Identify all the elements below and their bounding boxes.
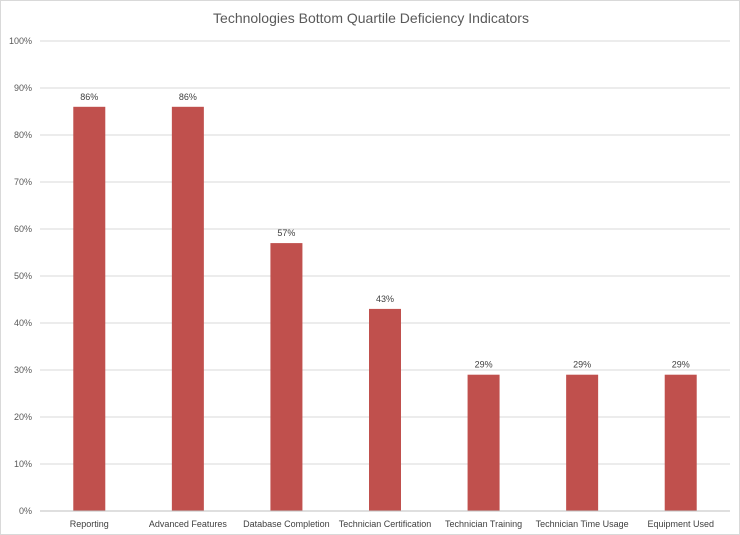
data-label: 57%: [277, 228, 295, 238]
data-label: 29%: [475, 360, 493, 370]
data-label: 29%: [672, 360, 690, 370]
category-labels: Reporting Advanced Features Database Compl…: [70, 519, 714, 529]
bar: [171, 106, 204, 512]
bar: [664, 374, 697, 511]
data-label: 86%: [179, 92, 197, 102]
y-tick-label: 50%: [14, 271, 32, 281]
bar: [270, 243, 303, 511]
y-tick-label: 0%: [19, 506, 32, 516]
bars: [73, 106, 697, 512]
gridlines: [40, 40, 730, 465]
y-tick-label: 10%: [14, 459, 32, 469]
category-label: Technician Time Usage: [536, 519, 629, 529]
data-label: 86%: [80, 92, 98, 102]
data-label: 43%: [376, 294, 394, 304]
bar: [467, 374, 500, 511]
category-label: Reporting: [70, 519, 109, 529]
y-tick-label: 70%: [14, 177, 32, 187]
y-tick-label: 90%: [14, 83, 32, 93]
data-labels: 86% 86% 57% 43% 29% 29% 29%: [80, 92, 689, 370]
bar: [566, 374, 599, 511]
y-tick-label: 30%: [14, 365, 32, 375]
y-tick-label: 60%: [14, 224, 32, 234]
y-tick-label: 40%: [14, 318, 32, 328]
data-label: 29%: [573, 360, 591, 370]
category-label: Technician Training: [445, 519, 522, 529]
bar: [73, 106, 106, 512]
category-label: Database Completion: [243, 519, 330, 529]
bar: [369, 308, 401, 511]
category-label: Technician Certification: [339, 519, 432, 529]
y-tick-label: 100%: [9, 36, 32, 46]
chart-title: Technologies Bottom Quartile Deficiency …: [213, 10, 529, 26]
category-label: Advanced Features: [149, 519, 228, 529]
category-label: Equipment Used: [647, 519, 714, 529]
y-tick-label: 20%: [14, 412, 32, 422]
y-axis-tick-labels: 0% 10% 20% 30% 40% 50% 60% 70% 80% 90% 100%: [9, 36, 32, 516]
y-tick-label: 80%: [14, 130, 32, 140]
